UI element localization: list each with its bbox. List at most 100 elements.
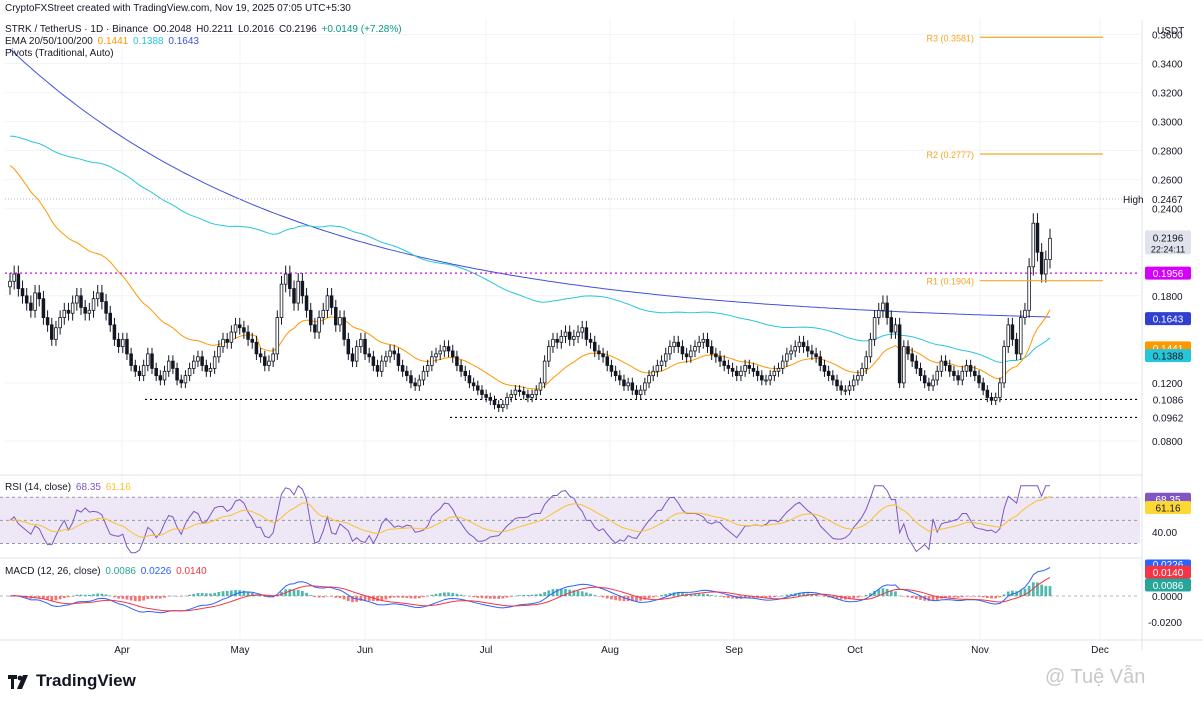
candle-body <box>831 375 835 381</box>
candle-body <box>605 356 610 366</box>
symbol-legend[interactable]: STRK / TetherUS · 1D · Binance O0.2048 H… <box>5 24 404 35</box>
macd-histogram-bar <box>476 596 480 598</box>
candle-body <box>1039 251 1044 275</box>
macd-histogram-bar <box>605 596 609 599</box>
macd-histogram-bar <box>317 596 321 598</box>
ema200-price-tag: 0.1643 <box>1153 315 1184 326</box>
resistance-price-tag-bg <box>1145 266 1191 280</box>
macd-histogram-bar <box>100 593 104 596</box>
candle-body <box>1044 259 1048 275</box>
time-axis[interactable]: Apr May Jun Jul Aug Sep Oct Nov Dec <box>0 474 1203 656</box>
macd-histogram-bar <box>117 596 120 599</box>
price-axis[interactable]: 0.3600 0.3400 0.3200 0.3000 0.2800 0.2600 0.24… <box>1141 20 1184 650</box>
candle-body <box>897 324 902 384</box>
macd-histogram-bar <box>559 588 563 596</box>
candle-body <box>659 360 664 366</box>
candle-body <box>246 331 250 340</box>
macd-histogram-bar <box>472 596 475 598</box>
candle-body <box>66 309 71 314</box>
high-label: High <box>1123 195 1144 206</box>
candle-body <box>496 404 501 408</box>
candle-body <box>396 353 401 366</box>
candle-body <box>505 397 509 406</box>
candle-body <box>868 338 873 358</box>
price-tick-label: 0.2600 <box>1152 176 1183 187</box>
candle-body <box>317 317 321 333</box>
candle-body <box>263 356 267 366</box>
ema-legend[interactable]: EMA 20/50/100/200 0.1441 0.1388 0.1643 <box>5 36 201 47</box>
candle-body <box>54 327 58 340</box>
macd-histogram-bar <box>288 589 292 596</box>
macd-histogram-bar <box>789 593 793 596</box>
candle-body <box>108 312 112 326</box>
candle-body <box>772 370 777 377</box>
pivots-legend[interactable]: Pivots (Traditional, Auto) <box>5 48 114 59</box>
candle-body <box>714 353 718 358</box>
candle-body <box>91 298 96 311</box>
tradingview-logo[interactable]: TradingView <box>8 671 136 691</box>
macd-histogram-bar <box>906 596 910 598</box>
price-tick-label: 0.3400 <box>1152 60 1183 71</box>
candle-body <box>179 379 184 384</box>
macd-legend[interactable]: MACD (12, 26, close) 0.0086 0.0226 0.014… <box>5 566 209 577</box>
candle-body <box>952 370 956 377</box>
price-tick-label: 0.3200 <box>1152 89 1183 100</box>
macd-histogram-bar <box>346 596 350 602</box>
candle-body <box>430 356 434 366</box>
candle-body <box>964 365 969 372</box>
candle-body <box>50 324 54 340</box>
macd-histogram-bar <box>969 596 972 597</box>
candle-body <box>455 356 459 366</box>
macd-histogram-bar <box>1027 585 1031 596</box>
macd-histogram-bar <box>8 596 12 597</box>
macd-histogram-bar <box>438 593 442 596</box>
macd-hist-tag: 0.0086 <box>1153 581 1184 592</box>
macd-histogram-bar <box>33 596 37 599</box>
candle-body <box>668 346 672 355</box>
macd-histogram-bar <box>994 596 998 599</box>
macd-histogram-bar <box>935 596 939 600</box>
candle-body <box>24 295 29 304</box>
candle-body <box>434 353 438 358</box>
macd-histogram-bar <box>380 596 384 601</box>
candle-body <box>95 292 100 300</box>
price-tick-label: 0.3000 <box>1152 118 1183 129</box>
price-tick-label: 0.1800 <box>1152 292 1183 303</box>
macd-histogram-bar <box>856 596 860 598</box>
candle-body <box>121 338 125 348</box>
ema-label: EMA 20/50/100/200 <box>5 36 93 47</box>
pivot-levels: R3 (0.3581) R2 (0.2777) R1 (0.1904) <box>926 33 1103 287</box>
candle-body <box>718 356 722 362</box>
candle-body <box>851 379 856 387</box>
macd-histogram-bar <box>714 595 718 597</box>
candle-body <box>622 379 626 387</box>
rsi-pane: 40.00 <box>0 485 1177 554</box>
macd-histogram-bar <box>564 588 567 596</box>
candle-body <box>346 338 351 355</box>
candle-body <box>889 317 894 333</box>
support1-price-tag-bg <box>1145 392 1191 406</box>
candle-body <box>225 338 229 343</box>
macd-histogram-bar <box>1002 594 1006 596</box>
candle-body <box>876 309 881 318</box>
macd-histogram-bar <box>430 594 434 596</box>
macd-hist-value: 0.0086 <box>105 566 136 577</box>
macd-histogram-bar <box>217 591 221 596</box>
macd-histogram-bar <box>772 596 776 598</box>
candlesticks <box>8 213 1052 413</box>
candle-body <box>425 365 430 372</box>
macd-histogram-bar <box>96 593 100 596</box>
candle-body <box>267 360 271 366</box>
macd-histogram-bar <box>635 596 638 602</box>
price-tick-label: 0.2400 <box>1152 205 1183 216</box>
rsi-legend[interactable]: RSI (14, close) 68.35 61.16 <box>5 482 133 493</box>
ema50-price-tag-bg <box>1145 349 1191 363</box>
candle-body <box>41 298 46 318</box>
candle-body <box>726 365 731 369</box>
candle-body <box>1023 309 1027 318</box>
resistance-price-tag: 0.1956 <box>1153 269 1184 280</box>
candle-body <box>630 382 635 391</box>
candle-body <box>993 397 998 401</box>
candle-body <box>137 370 142 377</box>
